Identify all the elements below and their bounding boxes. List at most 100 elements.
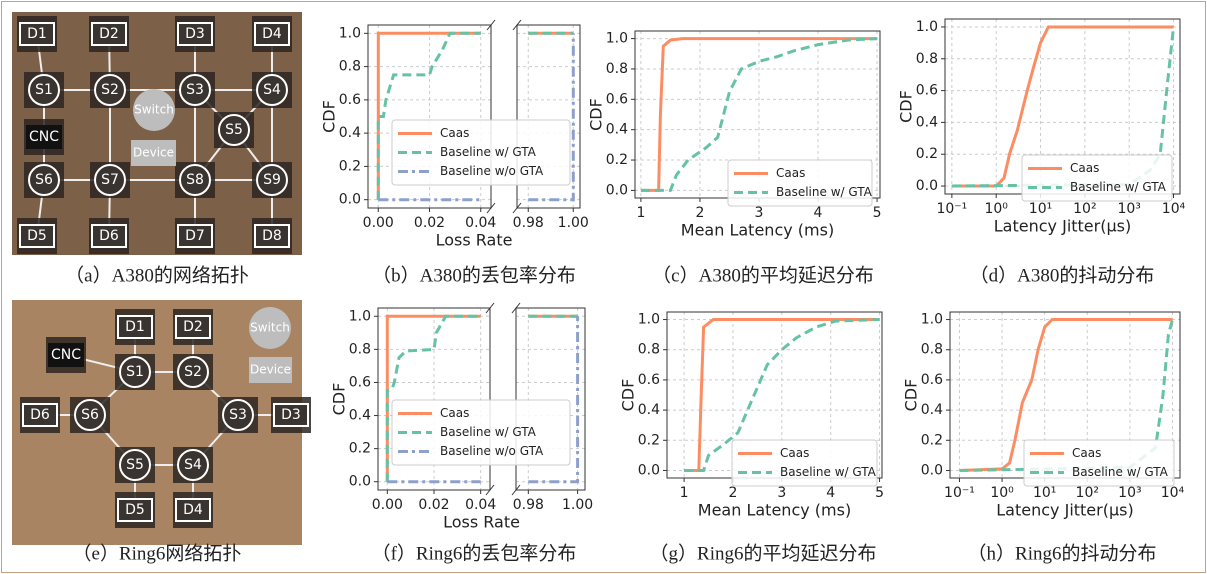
y-tick-label: 1.0 bbox=[638, 312, 660, 328]
y-tick-label: 1.0 bbox=[916, 19, 938, 35]
cnc-node bbox=[26, 125, 62, 149]
axis-break bbox=[512, 202, 522, 214]
node-label: S1 bbox=[35, 82, 53, 98]
node-label: S8 bbox=[186, 172, 204, 188]
y-tick-label: 0.6 bbox=[339, 92, 361, 108]
caption: （a）A380的网络拓扑 bbox=[65, 264, 249, 286]
node-label: D6 bbox=[30, 407, 50, 423]
y-tick-label: 0.4 bbox=[339, 125, 361, 141]
x-axis-label: Loss Rate bbox=[443, 513, 520, 532]
legend-box bbox=[391, 399, 571, 466]
x-tick-label: 0.02 bbox=[414, 215, 445, 231]
switch-node bbox=[94, 74, 126, 106]
y-tick-label: 0.6 bbox=[349, 374, 371, 390]
x-tick-label: 0.02 bbox=[418, 497, 449, 513]
y-axis-label: CDF bbox=[330, 383, 349, 416]
switch-node bbox=[256, 74, 288, 106]
x-tick-label: 1.00 bbox=[562, 497, 593, 513]
y-tick-label: 0.8 bbox=[349, 341, 371, 357]
node-label: D7 bbox=[185, 228, 205, 244]
legend-switch bbox=[133, 89, 175, 131]
axis-break bbox=[511, 484, 521, 496]
x-tick-label: 2 bbox=[695, 205, 704, 221]
caption: （g）Ring6的平均延迟分布 bbox=[650, 542, 877, 564]
y-tick-label: 0.6 bbox=[916, 83, 938, 99]
y-tick-label: 0.0 bbox=[339, 192, 361, 208]
device-node bbox=[19, 224, 55, 248]
x-tick-label: 2 bbox=[729, 485, 738, 501]
y-tick-label: 0.8 bbox=[921, 342, 943, 358]
axis-break bbox=[486, 19, 496, 31]
x-tick-label: 0.04 bbox=[465, 497, 496, 513]
caption: （b）A380的丢包率分布 bbox=[372, 264, 576, 286]
x-tick-label: 0.98 bbox=[513, 215, 544, 231]
y-tick-label: 0.4 bbox=[921, 402, 943, 418]
y-tick-label: 1.0 bbox=[606, 31, 628, 47]
node-label: D5 bbox=[125, 502, 145, 518]
legend-device-label: Device bbox=[133, 146, 174, 160]
switch-node bbox=[256, 164, 288, 196]
x-tick-label: 10³ bbox=[1117, 201, 1140, 217]
y-axis-label: CDF bbox=[320, 100, 339, 133]
device-node bbox=[177, 22, 213, 46]
y-tick-label: 0.6 bbox=[921, 372, 943, 388]
y-tick-label: 0.2 bbox=[638, 432, 660, 448]
node-label: S1 bbox=[126, 364, 144, 380]
y-tick-label: 0.4 bbox=[638, 402, 660, 418]
switch-node bbox=[119, 356, 151, 388]
axis-break bbox=[512, 19, 522, 31]
x-tick-label: 0.00 bbox=[372, 497, 403, 513]
node-label: D3 bbox=[281, 407, 301, 423]
switch-node bbox=[222, 399, 254, 431]
device-node bbox=[273, 403, 309, 427]
y-tick-label: 1.0 bbox=[349, 308, 371, 324]
legend-label: Baseline w/ GTA bbox=[1072, 465, 1169, 479]
axis-break bbox=[485, 302, 495, 314]
switch-node bbox=[28, 164, 60, 196]
x-tick-label: 5 bbox=[875, 485, 884, 501]
node-label: S5 bbox=[126, 457, 144, 473]
axis-break bbox=[511, 302, 521, 314]
y-tick-label: 0.6 bbox=[638, 372, 660, 388]
device-node bbox=[177, 224, 213, 248]
y-axis-label: CDF bbox=[897, 90, 916, 123]
device-node bbox=[22, 403, 58, 427]
legend-box bbox=[1021, 154, 1173, 202]
y-tick-label: 0.6 bbox=[606, 91, 628, 107]
node-label: D3 bbox=[185, 26, 205, 42]
x-tick-label: 1 bbox=[636, 205, 645, 221]
x-tick-label: 4 bbox=[826, 485, 835, 501]
legend-device bbox=[131, 140, 176, 166]
x-tick-label: 10¹ bbox=[1029, 201, 1052, 217]
node-label: D4 bbox=[262, 26, 282, 42]
x-tick-label: 0.00 bbox=[363, 215, 394, 231]
x-tick-label: 0.98 bbox=[513, 497, 544, 513]
legend-box bbox=[391, 119, 571, 186]
caption: （f）Ring6的丢包率分布 bbox=[372, 542, 577, 564]
node-label: S2 bbox=[101, 82, 119, 98]
legend-switch-label: Switch bbox=[250, 321, 290, 335]
legend-box bbox=[1023, 439, 1175, 487]
y-tick-label: 0.8 bbox=[339, 59, 361, 75]
switch-node bbox=[94, 164, 126, 196]
legend-device-label: Device bbox=[250, 363, 291, 377]
legend-device bbox=[249, 357, 292, 383]
caption: （e）Ring6网络拓扑 bbox=[73, 542, 242, 564]
x-tick-label: 1.00 bbox=[558, 215, 589, 231]
device-node bbox=[175, 315, 211, 339]
node-label: D4 bbox=[183, 502, 203, 518]
node-label: S9 bbox=[263, 172, 281, 188]
device-node bbox=[91, 22, 127, 46]
legend-label: Baseline w/o GTA bbox=[440, 164, 544, 178]
x-tick-label: 1 bbox=[680, 485, 689, 501]
y-tick-label: 0.0 bbox=[916, 178, 938, 194]
x-tick-label: 0.04 bbox=[465, 215, 496, 231]
legend-label: Caas bbox=[780, 446, 809, 460]
y-tick-label: 0.4 bbox=[349, 408, 371, 424]
axis-break bbox=[486, 202, 496, 214]
x-tick-label: 10⁻¹ bbox=[936, 201, 967, 217]
y-tick-label: 0.0 bbox=[349, 474, 371, 490]
node-label: S4 bbox=[263, 82, 281, 98]
cnc-node bbox=[48, 343, 84, 367]
